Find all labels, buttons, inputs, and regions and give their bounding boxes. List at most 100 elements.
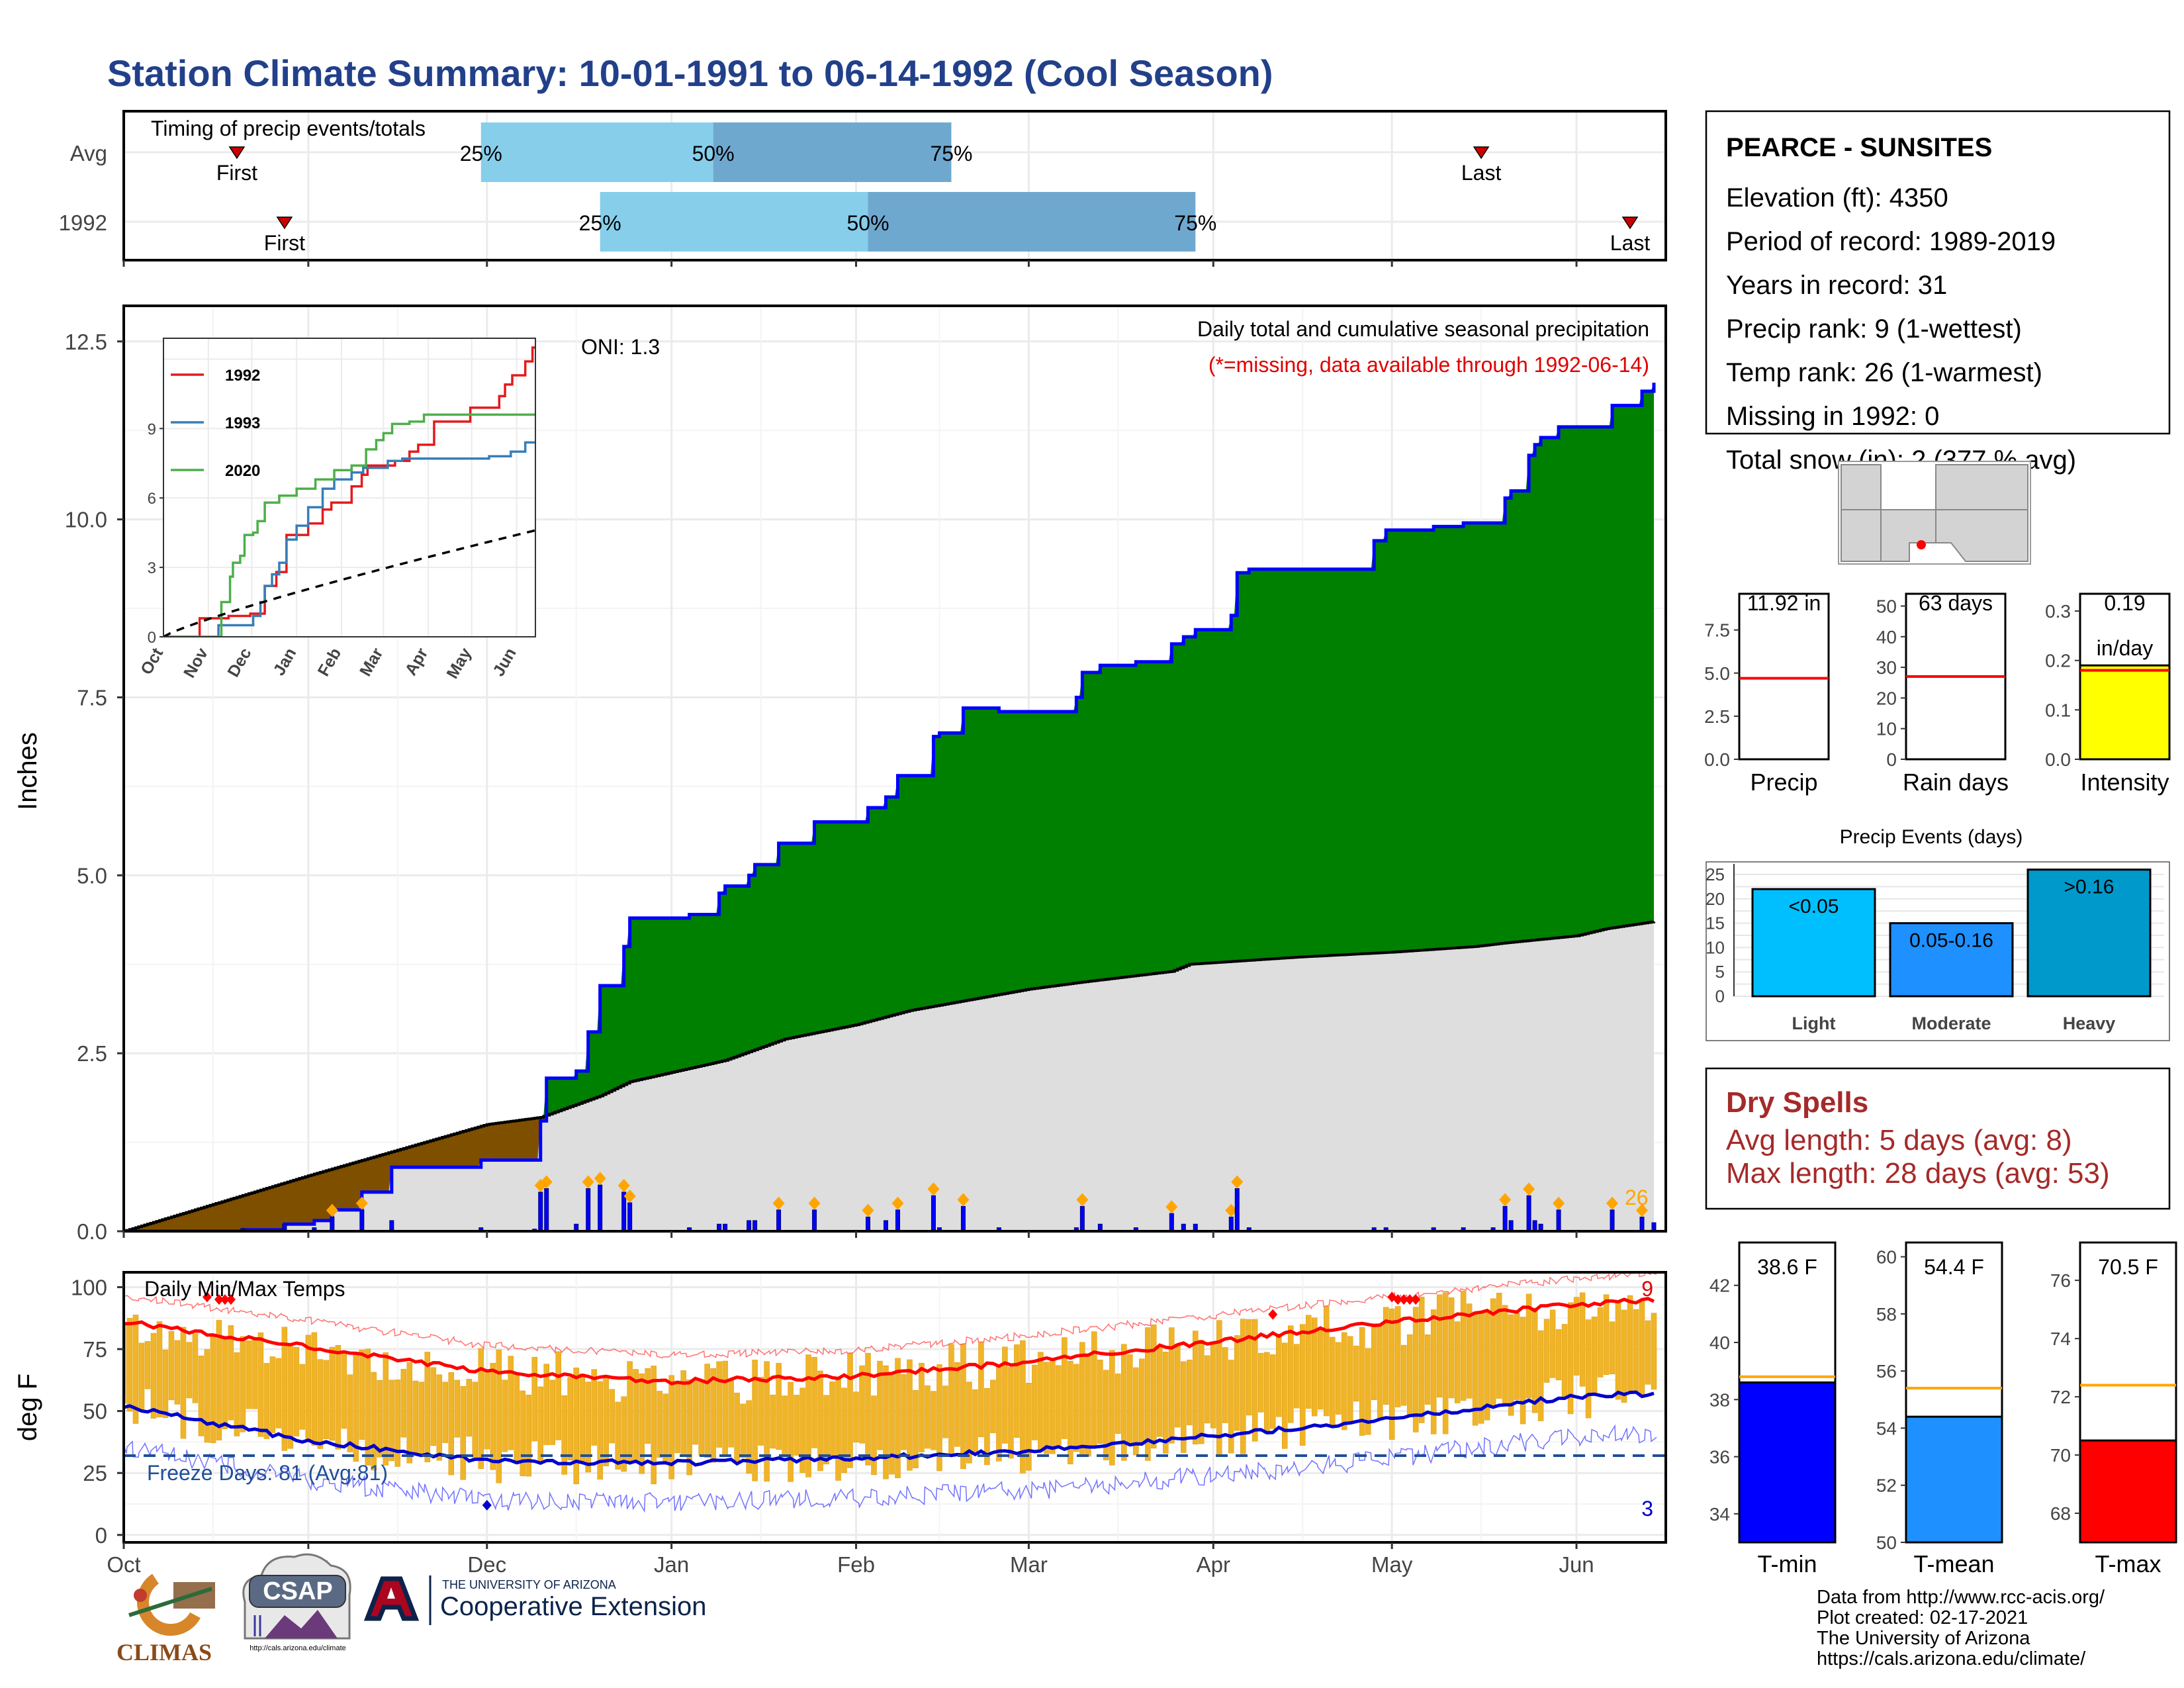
- daily-temp-bar: [710, 1368, 716, 1463]
- daily-temp-bar: [1430, 1309, 1437, 1434]
- daily-precip-bar: [538, 1192, 543, 1231]
- daily-temp-bar: [1335, 1342, 1342, 1415]
- mini-raindays-y-tick-label: 10: [1876, 719, 1897, 739]
- heavy-event-marker: [355, 1196, 368, 1210]
- temp-mini-bar: [1738, 1381, 1837, 1544]
- daily-temp-bar: [531, 1356, 537, 1442]
- heavy-event-marker: [1606, 1196, 1619, 1210]
- daily-temp-bar: [192, 1333, 199, 1403]
- timing-q50-75-bar: [713, 122, 952, 182]
- daily-temp-bar: [234, 1352, 240, 1436]
- inset-y-tick-label: 6: [148, 490, 156, 508]
- daily-temp-bar: [1448, 1297, 1455, 1399]
- events-y-tick-label: 10: [1706, 937, 1725, 957]
- month-tick-label: Jun: [1559, 1552, 1594, 1577]
- mini-raindays-y-tick-label: 0: [1886, 749, 1897, 770]
- timing-first-label: First: [264, 231, 305, 255]
- daily-temp-bar: [347, 1374, 353, 1452]
- inset-series-line: [163, 413, 535, 637]
- events-bar-label: <0.05: [1789, 896, 1839, 917]
- daily-temp-bar: [1466, 1303, 1473, 1399]
- precip-y-label: Inches: [13, 732, 42, 810]
- mini-intensity-value-label: 0.19: [2104, 591, 2145, 615]
- daily-temp-bar: [1490, 1298, 1496, 1405]
- daily-temp-bar: [1258, 1352, 1264, 1413]
- daily-precip-bar: [1079, 1205, 1085, 1231]
- daily-temp-bar: [335, 1345, 341, 1450]
- daily-temp-bar: [746, 1400, 752, 1474]
- daily-temp-bar: [1228, 1360, 1234, 1454]
- daily-temp-bar: [1151, 1324, 1157, 1449]
- daily-temp-bar: [323, 1360, 330, 1440]
- temp-mini-y-tick-label: 50: [1876, 1532, 1897, 1553]
- daily-temp-bar: [1097, 1360, 1103, 1444]
- daily-temp-bar: [1365, 1348, 1371, 1435]
- events-bar-label: >0.16: [2064, 876, 2115, 898]
- daily-temp-bar: [1103, 1370, 1109, 1460]
- daily-temp-bar: [877, 1360, 883, 1450]
- daily-temp-bar: [1436, 1294, 1443, 1398]
- daily-precip-bar: [884, 1220, 889, 1231]
- daily-temp-bar: [329, 1346, 336, 1441]
- station-info-line: Period of record: 1989-2019: [1726, 227, 2056, 256]
- cooperative-extension-text: Cooperative Extension: [440, 1592, 706, 1621]
- inset-legend-label: 1993: [225, 414, 260, 432]
- temp-mini-value-label: 54.4 F: [1924, 1255, 1984, 1279]
- daily-temp-bar: [972, 1389, 978, 1454]
- month-tick-label: May: [1371, 1552, 1413, 1577]
- daily-precip-bar: [586, 1188, 591, 1231]
- daily-temp-bar: [704, 1364, 710, 1458]
- temp-mini-value-label: 70.5 F: [2098, 1255, 2158, 1279]
- precip-y-tick-label: 7.5: [77, 685, 107, 710]
- inset-y-tick-label: 3: [148, 559, 156, 577]
- daily-temp-bar: [478, 1348, 484, 1469]
- events-bar: [1751, 888, 1876, 998]
- daily-temp-bar: [805, 1354, 811, 1477]
- mini-raindays-y-tick-label: 30: [1876, 657, 1897, 678]
- daily-temp-bar: [1371, 1323, 1377, 1400]
- daily-precip-bar: [776, 1209, 782, 1231]
- footer-line: The University of Arizona: [1817, 1628, 2030, 1649]
- heavy-event-marker: [1636, 1203, 1649, 1217]
- daily-temp-bar: [508, 1356, 514, 1450]
- daily-temp-bar: [996, 1364, 1002, 1462]
- daily-precip-bar: [1169, 1213, 1174, 1231]
- timing-last-label: Last: [1461, 161, 1502, 185]
- daily-temp-bar: [543, 1364, 549, 1445]
- events-y-tick-label: 0: [1715, 986, 1725, 1006]
- daily-temp-bar: [1139, 1358, 1145, 1443]
- daily-temp-bar: [794, 1395, 799, 1456]
- record-high-marker: [1411, 1294, 1421, 1305]
- temp-mini-bar: [2079, 1439, 2177, 1544]
- daily-temp-bar: [1044, 1362, 1050, 1454]
- daily-temp-bar: [210, 1334, 216, 1443]
- daily-temp-bar: [1573, 1297, 1580, 1376]
- record-high-marker: [202, 1291, 212, 1303]
- station-info-box: PEARCE - SUNSITES Elevation (ft): 4350 Pe…: [1705, 110, 2171, 475]
- daily-temp-bar: [1555, 1329, 1562, 1380]
- daily-temp-bar: [966, 1382, 972, 1464]
- avg-cumulative-line: [124, 920, 1656, 1231]
- precip-y-tick-label: 2.5: [77, 1041, 107, 1066]
- daily-temp-bar: [126, 1318, 133, 1412]
- heavy-event-marker: [594, 1172, 606, 1186]
- daily-temp-bar: [1537, 1330, 1544, 1421]
- daily-temp-bar: [514, 1374, 520, 1464]
- daily-temp-bar: [865, 1352, 871, 1466]
- daily-temp-bar: [1073, 1364, 1079, 1452]
- daily-temp-bar: [240, 1336, 246, 1432]
- precip-y-tick-label: 5.0: [77, 863, 107, 888]
- timing-p75-label: 75%: [1174, 211, 1216, 235]
- daily-temp-bar: [436, 1374, 443, 1461]
- mini-precip-value-label: 11.92 in: [1747, 591, 1821, 615]
- heavy-event-marker: [1165, 1200, 1178, 1214]
- timing-last-marker: [1621, 216, 1639, 230]
- daily-temp-bar: [764, 1361, 770, 1482]
- events-bar: [2026, 868, 2152, 998]
- daily-temp-bar: [788, 1382, 794, 1482]
- station-location-marker: [1917, 540, 1926, 549]
- csap-url: http://cals.arizona.edu/climate: [250, 1644, 346, 1652]
- daily-temp-bar: [377, 1380, 383, 1458]
